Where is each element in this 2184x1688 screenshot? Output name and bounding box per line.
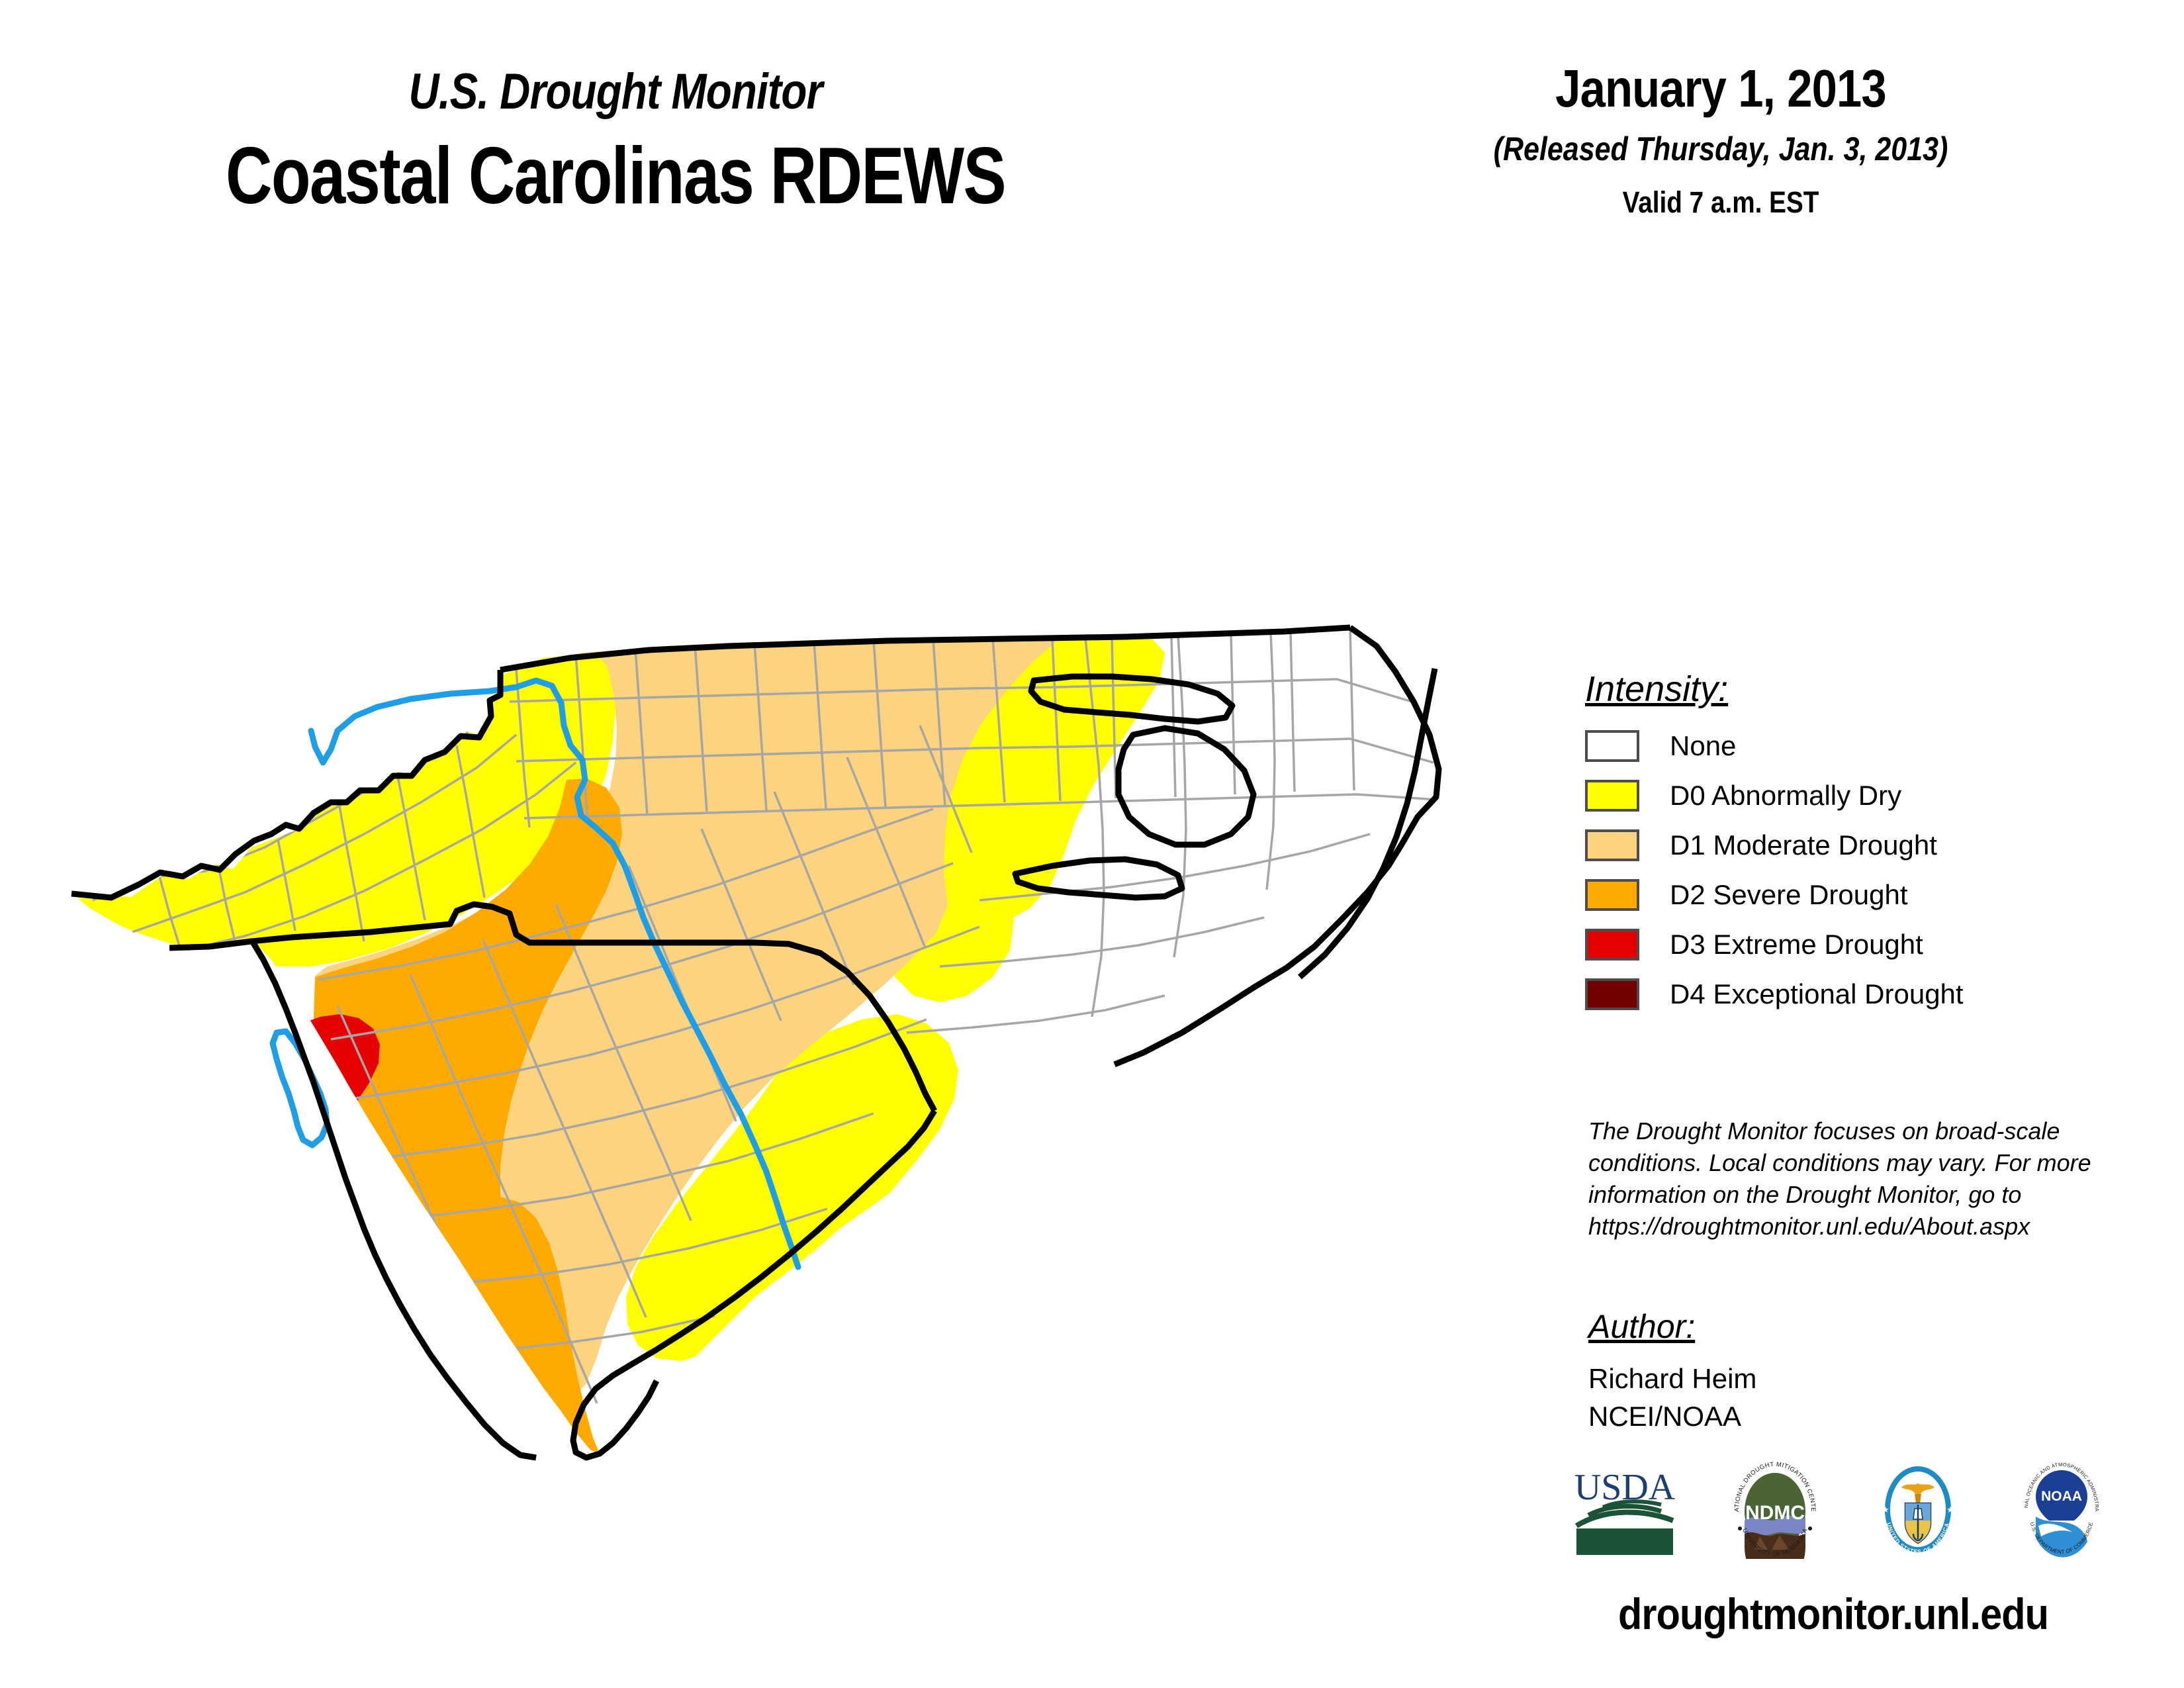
legend-item-none[interactable]: None: [1585, 727, 2101, 765]
legend: Intensity: None D0 Abnormally Dry D1 Mod…: [1585, 669, 2101, 1025]
sc-coastline: [570, 1109, 937, 1461]
legend-label-d4: D4 Exceptional Drought: [1670, 978, 1964, 1009]
legend-item-d0[interactable]: D0 Abnormally Dry: [1585, 776, 2101, 814]
date-block: January 1, 2013 (Released Thursday, Jan.…: [1337, 0, 2105, 220]
legend-label-none: None: [1670, 729, 1737, 761]
county-boundaries: [92, 627, 1438, 1421]
nc-coastline: [1113, 625, 1442, 1068]
logo-row: USDA NDMC NATIONAL DROUGHT MITIGATION CE…: [1569, 1450, 2111, 1569]
legend-item-d2[interactable]: D2 Severe Drought: [1585, 876, 2101, 914]
author-name: Richard Heim: [1588, 1363, 1757, 1394]
author-affiliation: NCEI/NOAA: [1588, 1400, 1742, 1432]
legend-swatch-d4: [1585, 978, 1639, 1010]
layer-d2-finger: [557, 789, 618, 866]
svg-text:★: ★: [1882, 1505, 1889, 1515]
legend-label-d3: D3 Extreme Drought: [1670, 928, 1923, 960]
footer-url[interactable]: droughtmonitor.unl.edu: [1618, 1589, 2049, 1638]
outer-banks: [1297, 668, 1438, 980]
legend-swatch-none: [1585, 729, 1639, 762]
legend-label-d0: D0 Abnormally Dry: [1670, 779, 1902, 811]
noaa-logo[interactable]: NOAA NATIONAL OCEANIC AND ATMOSPHERIC AD…: [2012, 1456, 2111, 1562]
legend-swatch-d3: [1585, 928, 1639, 961]
noaa-logo-text: NOAA: [2041, 1489, 2082, 1504]
legend-label-d2: D2 Severe Drought: [1670, 878, 1908, 910]
drought-map[interactable]: [53, 503, 1522, 1470]
legend-swatch-d0: [1585, 779, 1639, 812]
nc-sc-border: [169, 901, 937, 1113]
pee-dee-tributary: [308, 727, 341, 766]
legend-swatch-d1: [1585, 829, 1639, 861]
page-title: Coastal Carolinas RDEWS: [225, 130, 1007, 220]
valid-time-note: Valid 7 a.m. EST: [1622, 185, 1819, 219]
author-block: Author: Richard Heim NCEI/NOAA: [1588, 1307, 2105, 1435]
layer-d2-south: [496, 1197, 600, 1458]
layer-d0-east: [937, 637, 1165, 921]
svg-text:★: ★: [1946, 1505, 1954, 1515]
legend-heading: Intensity:: [1585, 669, 1729, 709]
nc-tn-border: [71, 670, 504, 901]
valid-date: January 1, 2013: [1555, 59, 1887, 118]
doc-seal[interactable]: DEPARTMENT OF COMMERCE UNITED STATES OF …: [1868, 1456, 1968, 1562]
author-heading: Author:: [1588, 1308, 1696, 1345]
pamlico-sound: [1115, 725, 1257, 848]
legend-item-d3[interactable]: D3 Extreme Drought: [1585, 925, 2101, 963]
legend-label-d1: D1 Moderate Drought: [1670, 829, 1937, 861]
state-borders: [71, 624, 1442, 1461]
legend-swatch-d2: [1585, 878, 1639, 911]
usda-logo[interactable]: USDA: [1569, 1456, 1681, 1562]
ndmc-logo-text: NDMC: [1745, 1502, 1805, 1524]
disclaimer-text: The Drought Monitor focuses on broad-sca…: [1588, 1117, 2091, 1240]
legend-item-d4[interactable]: D4 Exceptional Drought: [1585, 975, 2101, 1013]
drought-map-svg[interactable]: [53, 503, 1522, 1470]
release-date: (Released Thursday, Jan. 3, 2013): [1493, 130, 1948, 167]
sc-ga-border: [249, 938, 537, 1461]
neuse-estuary: [1012, 856, 1185, 901]
legend-item-d1[interactable]: D1 Moderate Drought: [1585, 826, 2101, 864]
drought-monitor-supertitle: U.S. Drought Monitor: [408, 64, 823, 120]
nc-va-border: [500, 624, 1351, 673]
albemarle-sound: [1028, 673, 1236, 725]
layer-d0-sc-coast: [626, 1014, 958, 1361]
ndmc-logo[interactable]: NDMC NATIONAL DROUGHT MITIGATION CENTER …: [1725, 1456, 1825, 1562]
